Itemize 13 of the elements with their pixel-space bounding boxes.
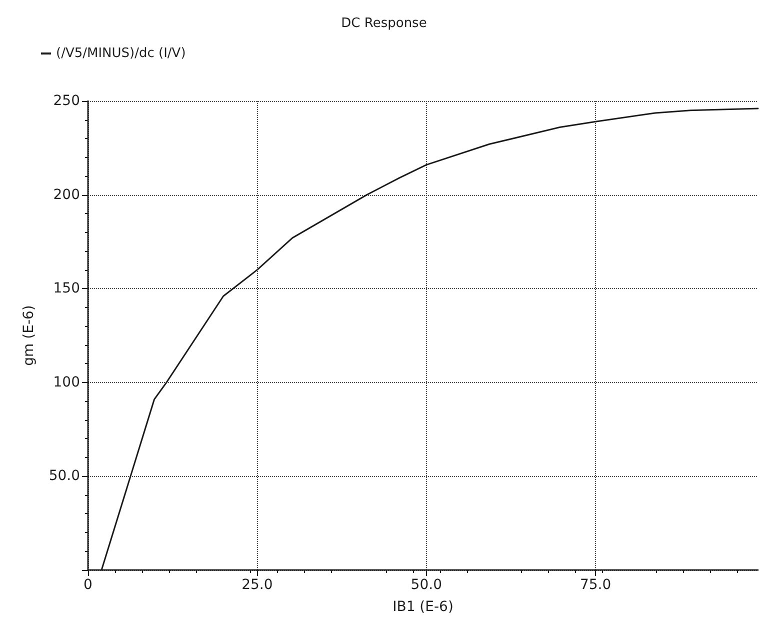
x-axis-title: IB1 (E-6) — [392, 599, 454, 615]
y-tick-label: 200 — [53, 186, 80, 203]
y-tick-label: 100 — [53, 374, 80, 390]
legend-label: (/V5/MINUS)/dc (I/V) — [56, 46, 186, 61]
y-axis-title: gm (E-6) — [21, 305, 37, 366]
y-tick-label: 250 — [53, 93, 80, 109]
x-tick-label: 25.0 — [242, 577, 273, 593]
y-tick-label: 150 — [53, 280, 80, 297]
x-tick-label: 75.0 — [580, 577, 612, 593]
y-tick-label: 50.0 — [48, 468, 80, 484]
chart-title: DC Response — [341, 16, 427, 31]
x-tick-label: 0 — [84, 577, 92, 593]
x-tick-label: 50.0 — [410, 577, 442, 593]
